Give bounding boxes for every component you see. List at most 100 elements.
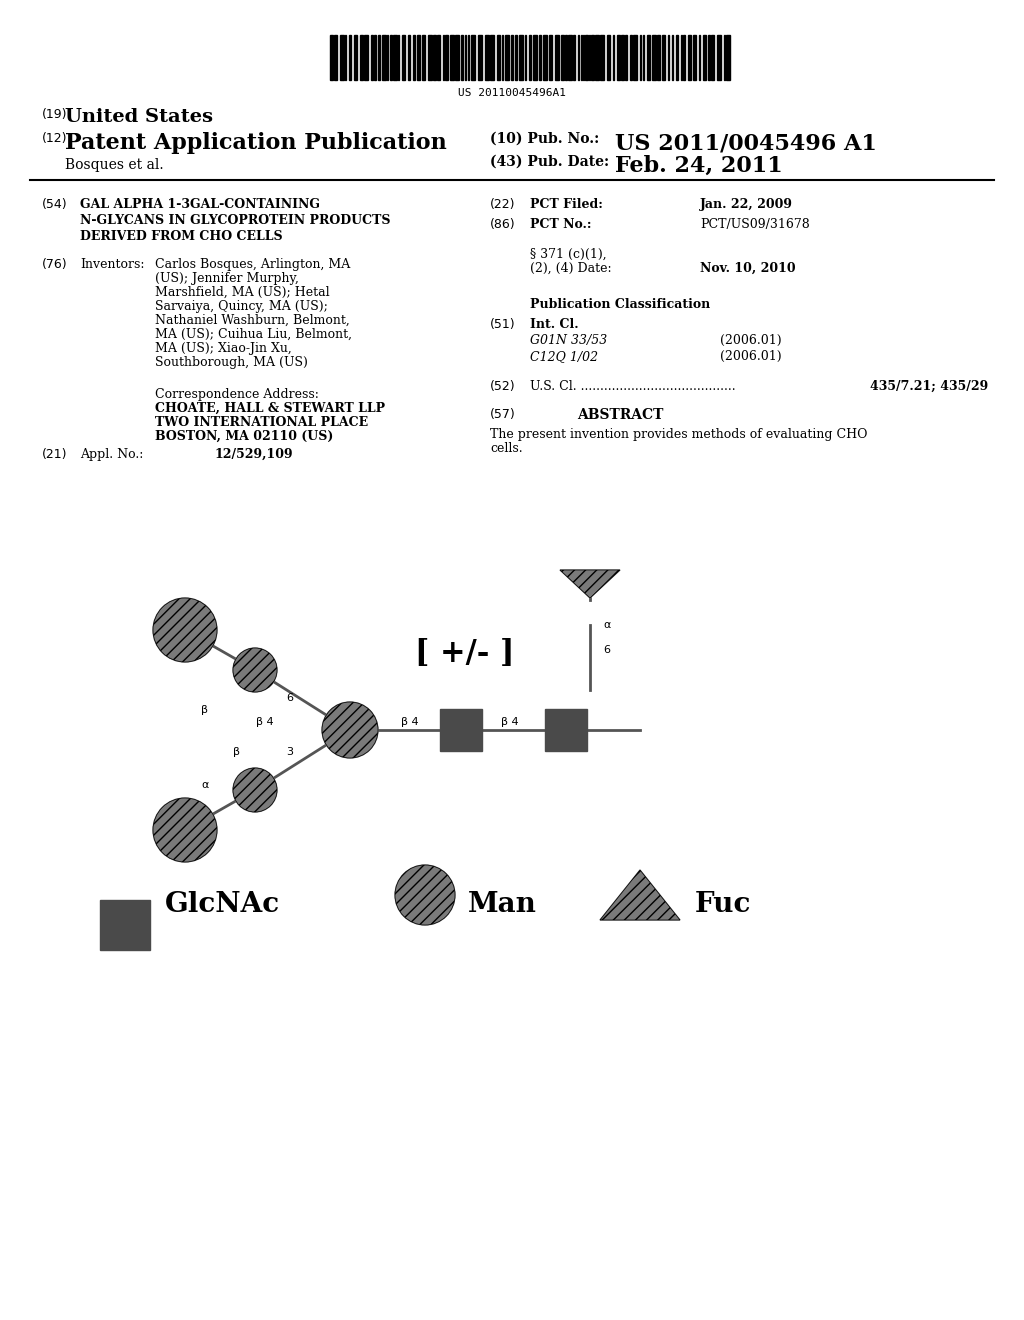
Text: Patent Application Publication: Patent Application Publication: [65, 132, 446, 154]
Text: (86): (86): [490, 218, 516, 231]
Bar: [545, 709, 587, 751]
Text: (57): (57): [490, 408, 516, 421]
Circle shape: [153, 799, 217, 862]
Bar: [688, 36, 691, 81]
Bar: [505, 36, 509, 81]
Text: α: α: [233, 671, 241, 681]
Bar: [543, 36, 547, 81]
Text: 435/7.21; 435/29: 435/7.21; 435/29: [870, 380, 988, 393]
Bar: [708, 36, 710, 81]
Text: Jan. 22, 2009: Jan. 22, 2009: [700, 198, 793, 211]
Bar: [455, 36, 459, 81]
Text: U.S. Cl. ........................................: U.S. Cl. ...............................…: [530, 380, 735, 393]
Bar: [621, 36, 624, 81]
Bar: [539, 36, 541, 81]
Bar: [676, 36, 678, 81]
Text: Publication Classification: Publication Classification: [529, 298, 710, 312]
Circle shape: [233, 768, 278, 812]
Bar: [683, 36, 685, 81]
Text: Correspondence Address:: Correspondence Address:: [155, 388, 318, 401]
Text: Feb. 24, 2011: Feb. 24, 2011: [615, 154, 782, 177]
Bar: [549, 36, 552, 81]
Text: GlcNAc: GlcNAc: [165, 891, 281, 917]
Bar: [490, 36, 494, 81]
Text: (2), (4) Date:: (2), (4) Date:: [530, 261, 611, 275]
Bar: [428, 36, 432, 81]
Bar: [440, 709, 482, 751]
Text: (43) Pub. Date:: (43) Pub. Date:: [490, 154, 609, 169]
Bar: [630, 36, 632, 81]
Text: β 4: β 4: [501, 717, 519, 727]
Bar: [561, 36, 564, 81]
Text: The present invention provides methods of evaluating CHO: The present invention provides methods o…: [490, 428, 867, 441]
Bar: [726, 36, 730, 81]
Text: Fuc: Fuc: [695, 891, 752, 917]
Bar: [408, 36, 410, 81]
Text: Man: Man: [468, 891, 537, 917]
Polygon shape: [560, 570, 620, 598]
Circle shape: [233, 648, 278, 692]
Text: PCT/US09/31678: PCT/US09/31678: [700, 218, 810, 231]
Circle shape: [153, 598, 217, 663]
Text: MA (US); Xiao-Jin Xu,: MA (US); Xiao-Jin Xu,: [155, 342, 292, 355]
Bar: [100, 900, 150, 950]
Bar: [625, 36, 627, 81]
Bar: [519, 36, 523, 81]
Text: PCT No.:: PCT No.:: [530, 218, 592, 231]
Text: 6: 6: [603, 645, 610, 655]
Text: (2006.01): (2006.01): [720, 334, 781, 347]
Text: β 4: β 4: [401, 717, 419, 727]
Bar: [573, 36, 575, 81]
Text: α: α: [202, 780, 209, 789]
Bar: [607, 36, 610, 81]
Text: 12/529,109: 12/529,109: [215, 447, 294, 461]
Bar: [393, 36, 397, 81]
Bar: [360, 36, 362, 81]
Bar: [529, 36, 531, 81]
Bar: [511, 36, 513, 81]
Bar: [374, 36, 376, 81]
Bar: [413, 36, 415, 81]
Bar: [437, 36, 440, 81]
Text: TWO INTERNATIONAL PLACE: TWO INTERNATIONAL PLACE: [155, 416, 368, 429]
Bar: [390, 36, 392, 81]
Text: United States: United States: [65, 108, 213, 125]
Bar: [378, 36, 380, 81]
Bar: [717, 36, 721, 81]
Text: (12): (12): [42, 132, 68, 145]
Text: (21): (21): [42, 447, 68, 461]
Bar: [382, 36, 386, 81]
Text: C12Q 1/02: C12Q 1/02: [530, 350, 598, 363]
Text: G01N 33/53: G01N 33/53: [530, 334, 607, 347]
Text: cells.: cells.: [490, 442, 522, 455]
Text: (76): (76): [42, 257, 68, 271]
Text: CHOATE, HALL & STEWART LLP: CHOATE, HALL & STEWART LLP: [155, 403, 385, 414]
Text: Appl. No.:: Appl. No.:: [80, 447, 143, 461]
Text: (54): (54): [42, 198, 68, 211]
Text: (19): (19): [42, 108, 68, 121]
Text: Southborough, MA (US): Southborough, MA (US): [155, 356, 308, 370]
Text: (52): (52): [490, 380, 516, 393]
Bar: [471, 36, 475, 81]
Text: US 2011/0045496 A1: US 2011/0045496 A1: [615, 132, 877, 154]
Text: Nathaniel Washburn, Belmont,: Nathaniel Washburn, Belmont,: [155, 314, 350, 327]
Text: Bosques et al.: Bosques et al.: [65, 158, 164, 172]
Text: Carlos Bosques, Arlington, MA: Carlos Bosques, Arlington, MA: [155, 257, 350, 271]
Bar: [371, 36, 373, 81]
Text: § 371 (c)(1),: § 371 (c)(1),: [530, 248, 606, 261]
Text: β: β: [202, 705, 209, 715]
Text: US 20110045496A1: US 20110045496A1: [458, 88, 566, 98]
Bar: [445, 36, 449, 81]
Bar: [600, 36, 604, 81]
Bar: [568, 36, 572, 81]
Bar: [349, 36, 351, 81]
Bar: [657, 36, 660, 81]
Bar: [555, 36, 559, 81]
Bar: [485, 36, 489, 81]
Text: 3: 3: [287, 747, 294, 756]
Bar: [565, 36, 567, 81]
Bar: [354, 36, 357, 81]
Polygon shape: [600, 870, 680, 920]
Bar: [433, 36, 436, 81]
Text: [ +/- ]: [ +/- ]: [416, 638, 515, 669]
